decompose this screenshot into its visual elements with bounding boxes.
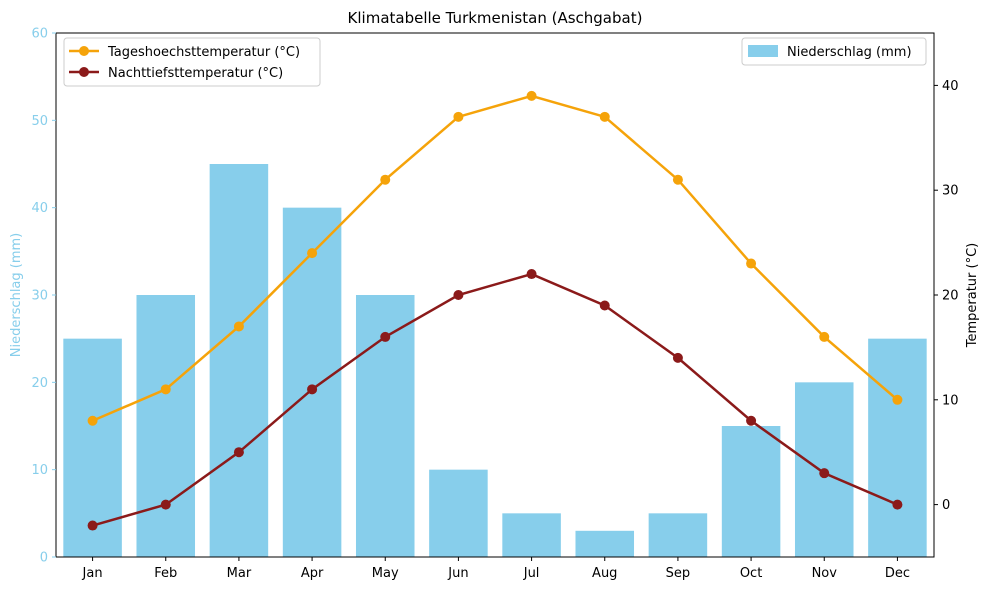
precip-bar-mar xyxy=(209,164,269,557)
legend-entry-precipitation: Niederschlag (mm) xyxy=(787,45,912,60)
legends: Tageshoechsttemperatur (°C) Nachttiefstte… xyxy=(63,37,927,87)
y-left-tick-label: 30 xyxy=(31,289,48,304)
low-temp-point-nov xyxy=(819,468,830,479)
high-temp-point-jul xyxy=(526,90,537,101)
high-temp-point-mar xyxy=(233,321,244,332)
axes: Jan Feb Mar Apr May Jun Jul Aug Sep Oct Nov Dec 0 10 2… xyxy=(9,27,980,582)
y-right-tick-label: 30 xyxy=(942,184,959,199)
y-right-tick-label: 20 xyxy=(942,289,959,304)
precip-bar-dec xyxy=(868,338,927,557)
x-tick-label: Jul xyxy=(523,566,540,581)
low-temp-point-aug xyxy=(599,300,610,311)
low-temp-point-apr xyxy=(307,384,318,395)
y-left-axis-title: Niederschlag (mm) xyxy=(9,233,24,358)
temperature-legend: Tageshoechsttemperatur (°C) Nachttiefstte… xyxy=(63,37,321,87)
high-temp-point-may xyxy=(380,174,391,185)
y-left-tick-label: 10 xyxy=(31,463,48,478)
precip-bar-feb xyxy=(136,295,196,557)
y-right-axis-title: Temperatur (°C) xyxy=(965,243,980,349)
y-left-tick-label: 40 xyxy=(31,201,48,216)
x-tick-label: Apr xyxy=(301,566,324,581)
precip-bar-apr xyxy=(282,207,342,557)
high-temp-point-aug xyxy=(599,111,610,122)
x-tick-label: Oct xyxy=(740,566,762,581)
low-temp-point-jul xyxy=(526,269,537,280)
x-tick-label: Aug xyxy=(592,566,617,581)
low-temp-point-may xyxy=(380,331,391,342)
y-left-tick-label: 20 xyxy=(31,376,48,391)
y-left-tick-label: 0 xyxy=(40,551,48,566)
chart-title: Klimatabelle Turkmenistan (Aschgabat) xyxy=(348,9,643,27)
low-temp-point-jan xyxy=(87,520,98,531)
x-tick-label: Jan xyxy=(82,566,103,581)
y-left-tick-label: 60 xyxy=(31,27,48,42)
legend-swatch-marker xyxy=(79,46,89,56)
precip-bar-oct xyxy=(721,426,781,557)
temperature-legend-box xyxy=(63,37,321,87)
low-temp-point-oct xyxy=(746,415,757,426)
x-tick-label: Sep xyxy=(666,566,691,581)
precip-bar-jun xyxy=(429,469,488,557)
high-temp-point-oct xyxy=(746,258,757,269)
precipitation-legend: Niederschlag (mm) xyxy=(741,37,927,66)
x-tick-label: Nov xyxy=(812,566,838,581)
legend-swatch-bar xyxy=(748,45,778,57)
y-right-tick-label: 0 xyxy=(942,498,950,513)
high-temp-point-jan xyxy=(87,415,98,426)
x-tick-label: Jun xyxy=(447,566,468,581)
x-tick-label: May xyxy=(372,566,399,581)
temperature-lines xyxy=(87,90,903,531)
high-temp-point-apr xyxy=(307,248,318,259)
x-tick-label: Mar xyxy=(227,566,252,581)
low-temp-point-feb xyxy=(160,499,171,510)
low-temp-point-dec xyxy=(892,499,903,510)
precip-bar-aug xyxy=(575,530,635,557)
precipitation-bars xyxy=(63,164,927,557)
y-right-tick-label: 10 xyxy=(942,393,959,408)
high-temp-line xyxy=(92,94,899,422)
low-temp-point-mar xyxy=(233,447,244,458)
y-right-tick-label: 40 xyxy=(942,79,959,94)
high-temp-point-jun xyxy=(453,111,464,122)
high-temp-point-nov xyxy=(819,331,830,342)
y-left-tick-label: 50 xyxy=(31,114,48,129)
legend-entry-low-temp: Nachttiefsttemperatur (°C) xyxy=(108,66,283,81)
x-tick-label: Dec xyxy=(885,566,910,581)
precipitation-legend-box xyxy=(741,37,927,66)
legend-entry-high-temp: Tageshoechsttemperatur (°C) xyxy=(107,45,300,60)
low-temp-point-jun xyxy=(453,290,464,300)
x-tick-label: Feb xyxy=(154,566,177,581)
high-temp-point-sep xyxy=(672,174,683,185)
low-temp-line xyxy=(92,272,898,527)
high-temp-point-feb xyxy=(160,384,171,395)
high-temp-point-dec xyxy=(892,394,903,405)
low-temp-point-sep xyxy=(672,352,683,363)
legend-swatch-marker xyxy=(79,67,89,77)
precip-bar-jul xyxy=(502,513,561,557)
precip-bar-sep xyxy=(648,513,708,557)
